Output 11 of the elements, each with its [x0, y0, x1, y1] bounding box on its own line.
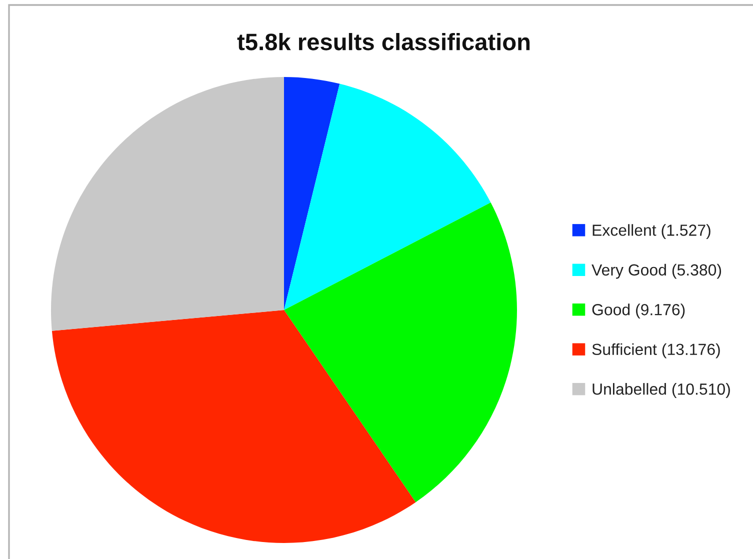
legend-label: Sufficient (13.176): [592, 343, 720, 358]
pie-slice: [284, 202, 517, 502]
pie-slice: [52, 310, 416, 543]
legend-label: Unlabelled (10.510): [592, 383, 730, 398]
legend-label: Good (9.176): [592, 304, 685, 318]
pie-slice: [284, 77, 340, 310]
pie-slice: [284, 84, 491, 310]
legend-label: Very Good (5.380): [592, 264, 722, 279]
legend-label: Excellent (1.527): [592, 224, 710, 240]
pie-slice: [51, 77, 284, 331]
chart-title: t5.8k results classification: [237, 32, 530, 50]
